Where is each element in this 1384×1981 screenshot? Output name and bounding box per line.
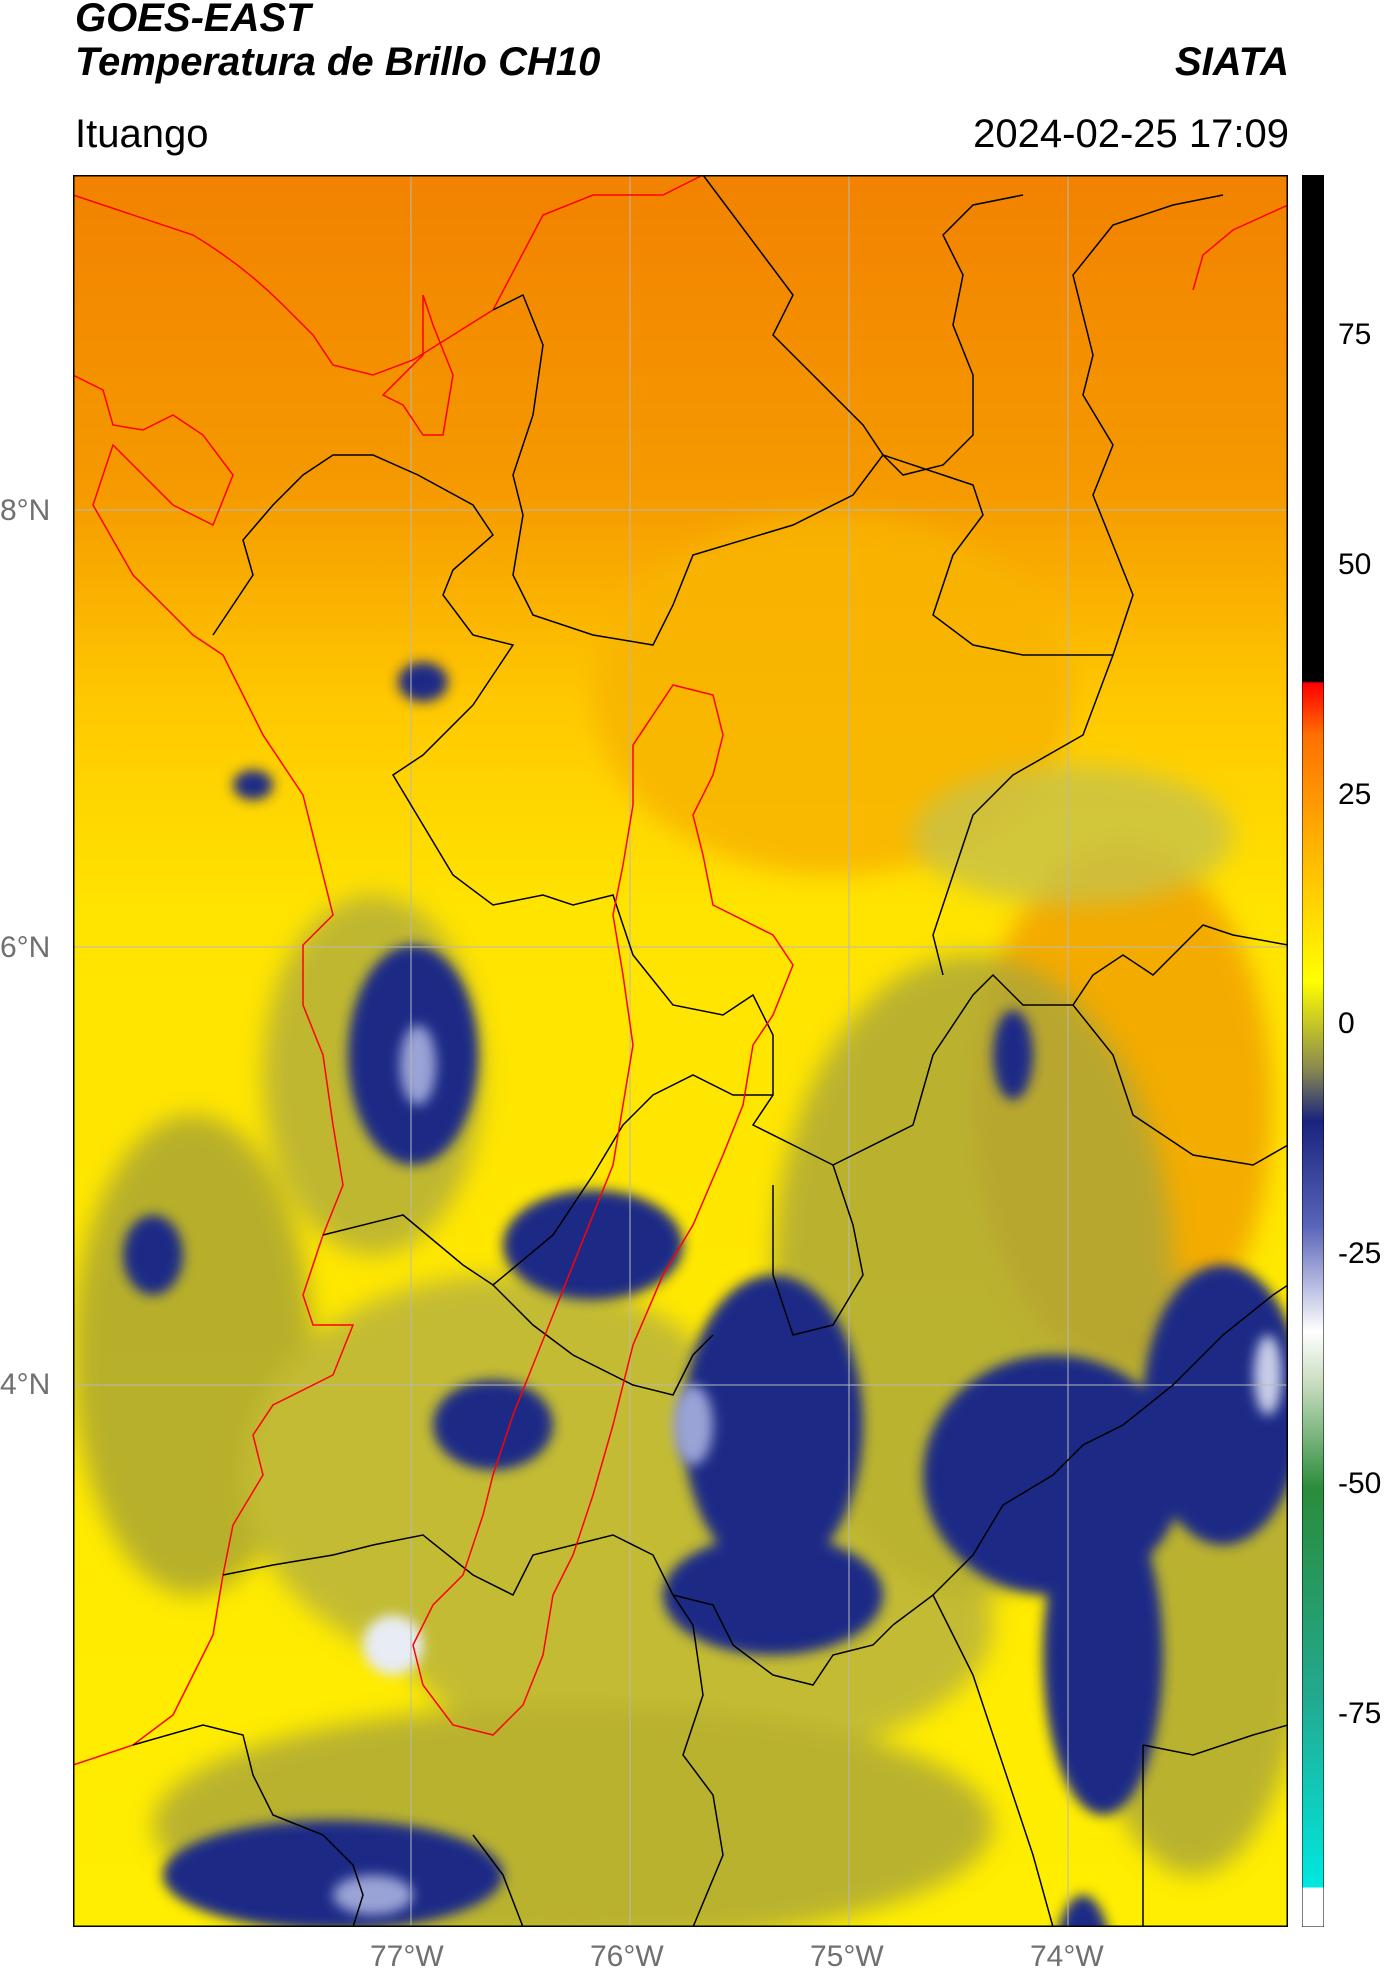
- colorbar-tick-label: -25: [1338, 1237, 1382, 1270]
- lon-tick-label: 76°W: [590, 1940, 664, 1973]
- lon-tick-label: 75°W: [810, 1940, 884, 1973]
- coastline: [73, 175, 1288, 1766]
- colorbar-tick-label: 0: [1338, 1007, 1355, 1040]
- colorbar-tick-label: 75: [1338, 318, 1372, 351]
- region-label: Ituango: [75, 112, 209, 156]
- lat-tick-label: 6°N: [0, 931, 51, 964]
- colorbar: [1302, 175, 1324, 1927]
- lon-tick-label: 77°W: [370, 1940, 444, 1973]
- colorbar-tick-label: 50: [1338, 548, 1372, 581]
- lat-tick-label: 8°N: [0, 494, 51, 527]
- product-title: Temperatura de Brillo CH10: [75, 40, 601, 84]
- colorbar-tick-label: -50: [1338, 1467, 1382, 1500]
- admin-borders: [132, 175, 1288, 1927]
- satellite-map: [73, 175, 1288, 1927]
- colorbar-tick-label: -75: [1338, 1697, 1382, 1730]
- brand-label: SIATA: [1174, 40, 1289, 84]
- colorbar-tick-label: 25: [1338, 778, 1372, 811]
- graticule: [73, 175, 1288, 1927]
- lat-tick-label: 4°N: [0, 1368, 51, 1401]
- basin-outline: [412, 684, 794, 1736]
- satellite-title: GOES-EAST: [75, 0, 311, 40]
- cloud-convective-regions: [123, 662, 1288, 1927]
- lon-tick-label: 74°W: [1030, 1940, 1104, 1973]
- datetime-label: 2024-02-25 17:09: [973, 112, 1289, 156]
